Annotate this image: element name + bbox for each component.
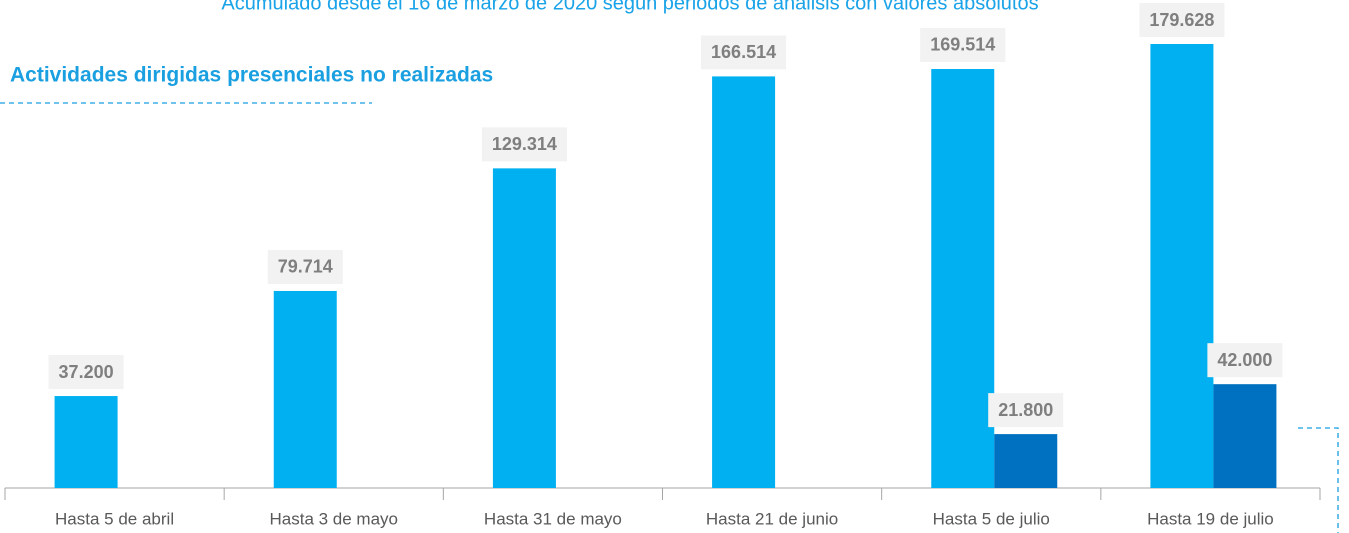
value-label-bg	[1207, 343, 1283, 378]
value-label: 166.514	[711, 42, 776, 62]
value-label: 129.314	[492, 134, 557, 154]
value-label: 179.628	[1149, 10, 1214, 30]
bar	[994, 434, 1058, 488]
bar	[931, 68, 995, 488]
value-label: 169.514	[930, 35, 995, 55]
chart-title: Actividades dirigidas presenciales no re…	[10, 64, 493, 87]
x-tick-label: Hasta 5 de julio	[933, 509, 1050, 528]
value-label-bg	[48, 355, 124, 390]
x-tick-label: Hasta 31 de mayo	[484, 509, 622, 528]
value-label-bg	[1139, 3, 1225, 37]
value-label-bg	[481, 127, 567, 162]
bar	[273, 290, 337, 488]
x-tick-label: Hasta 19 de julio	[1147, 509, 1274, 528]
value-label: 42.000	[1217, 350, 1272, 370]
bar	[712, 76, 776, 488]
value-label-bg	[701, 35, 787, 70]
x-tick-label: Hasta 21 de junio	[706, 509, 838, 528]
value-label-bg	[920, 27, 1006, 62]
value-label-bg	[267, 249, 343, 284]
value-label: 79.714	[278, 257, 333, 277]
annotation-line	[1298, 427, 1339, 533]
x-tick-label: Hasta 5 de abril	[55, 509, 174, 528]
bar	[1150, 44, 1214, 488]
bar	[492, 168, 556, 489]
x-tick-label: Hasta 3 de mayo	[269, 509, 398, 528]
value-label-bg	[988, 393, 1064, 428]
bar	[1213, 384, 1277, 488]
value-label: 37.200	[59, 362, 114, 382]
bar	[54, 396, 118, 488]
chart-subtitle: Acumulado desde el 16 de marzo de 2020 s…	[221, 0, 1038, 14]
value-label: 21.800	[998, 400, 1053, 420]
